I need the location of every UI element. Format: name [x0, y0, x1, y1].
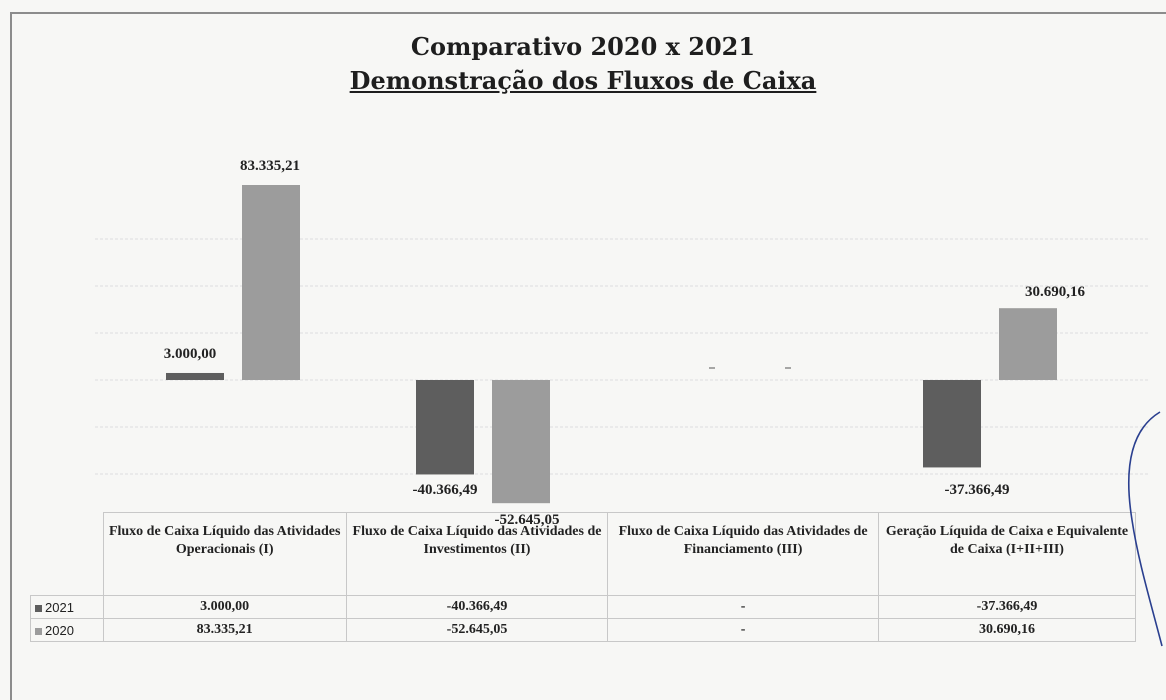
chart-data-table: Fluxo de Caixa Líquido das Atividades Op…	[30, 512, 1137, 642]
series-label-2021: 2021	[30, 595, 104, 619]
bar-2020	[492, 380, 550, 504]
category-header: Fluxo de Caixa Líquido das Atividades de…	[345, 512, 609, 596]
table-cell: -	[607, 595, 879, 619]
data-label: -40.366,49	[413, 482, 478, 498]
chart-title: Comparativo 2020 x 2021	[410, 32, 756, 61]
category-header: Fluxo de Caixa Líquido das Atividades Op…	[102, 512, 347, 596]
table-header-row: Fluxo de Caixa Líquido das Atividades Op…	[30, 512, 1137, 596]
series-name: 2021	[45, 599, 74, 615]
category-header: Geração Líquida de Caixa e Equivalente d…	[877, 512, 1137, 596]
series-name: 2020	[45, 622, 74, 638]
data-label: -37.366,49	[945, 482, 1010, 498]
legend-swatch-2020	[35, 627, 42, 635]
table-cell: -40.366,49	[345, 595, 609, 619]
chart-subtitle: Demonstração dos Fluxos de Caixa	[349, 66, 817, 95]
table-row-2021: 2021 3.000,00 -40.366,49 - -37.366,49	[30, 595, 1137, 619]
table-cell: -52.645,05	[345, 618, 609, 642]
table-cell: 83.335,21	[102, 618, 347, 642]
table-corner-cell	[30, 512, 104, 596]
data-label: 3.000,00	[164, 346, 217, 362]
bar-2020	[999, 308, 1057, 380]
data-label: 30.690,16	[1025, 284, 1086, 300]
bar-2020	[242, 185, 300, 380]
table-cell: -	[607, 618, 879, 642]
table-cell: 3.000,00	[102, 595, 347, 619]
page-frame	[10, 12, 1166, 700]
bar-2021	[923, 380, 981, 468]
table-row-2020: 2020 83.335,21 -52.645,05 - 30.690,16	[30, 618, 1137, 642]
bar-2021	[166, 372, 224, 380]
data-label: 83.335,21	[240, 158, 300, 174]
series-label-2020: 2020	[30, 618, 104, 642]
legend-swatch-2021	[35, 604, 42, 612]
bar-2021	[416, 380, 474, 475]
table-cell: 30.690,16	[877, 618, 1137, 642]
category-header: Fluxo de Caixa Líquido das Atividades de…	[607, 512, 879, 596]
handwritten-signature-mark	[1127, 411, 1163, 647]
table-cell: -37.366,49	[877, 595, 1137, 619]
